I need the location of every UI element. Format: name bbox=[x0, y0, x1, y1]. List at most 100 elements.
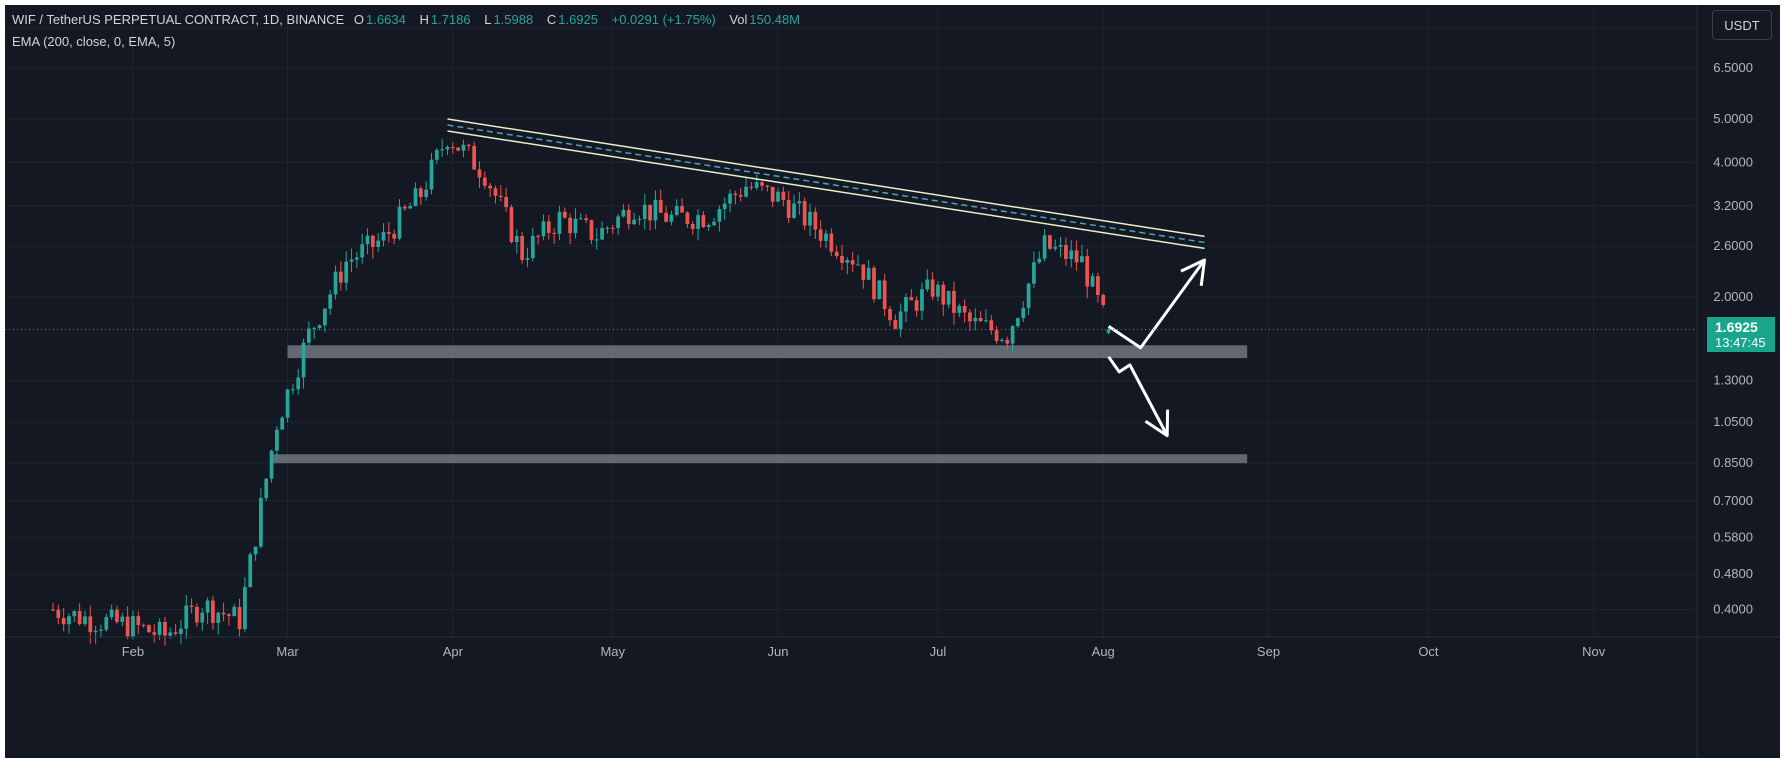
candle-body bbox=[952, 290, 956, 313]
price-tick-label: 0.7000 bbox=[1713, 493, 1753, 508]
currency-button[interactable]: USDT bbox=[1712, 10, 1772, 40]
candle-body bbox=[781, 191, 786, 200]
candle-body bbox=[557, 211, 562, 234]
price-tick-label: 0.5800 bbox=[1713, 529, 1753, 544]
resistance-trendline[interactable] bbox=[447, 118, 1205, 250]
time-tick-label: Aug bbox=[1092, 644, 1115, 659]
scenario-arrows[interactable] bbox=[1107, 258, 1206, 438]
open-value: 1.6634 bbox=[366, 12, 406, 27]
candle-body bbox=[243, 586, 247, 630]
grid-lines bbox=[5, 5, 1695, 637]
candle-body bbox=[610, 227, 615, 229]
candle-body bbox=[706, 225, 711, 228]
candle-body bbox=[637, 219, 642, 221]
price-tick-label: 1.3000 bbox=[1713, 373, 1753, 388]
candle-body bbox=[456, 147, 461, 151]
candle-body bbox=[189, 605, 194, 607]
candle-body bbox=[514, 236, 519, 243]
trendline-lower bbox=[447, 130, 1205, 250]
candle-body bbox=[1058, 245, 1063, 247]
chart-canvas[interactable]: 8.00006.50005.00004.00003.20002.60002.00… bbox=[5, 5, 1780, 758]
candle-body bbox=[99, 629, 103, 631]
candle-body bbox=[733, 193, 738, 196]
candle-body bbox=[173, 632, 178, 634]
candle-body bbox=[168, 632, 173, 636]
candle-body bbox=[1074, 250, 1079, 263]
candle-body bbox=[829, 233, 834, 252]
candle-body bbox=[205, 600, 210, 613]
time-tick-label: Nov bbox=[1582, 644, 1606, 659]
bearish-arrow-head bbox=[1144, 409, 1170, 438]
candle-body bbox=[600, 227, 604, 240]
candle-body bbox=[291, 389, 295, 391]
candle-body bbox=[946, 290, 951, 305]
candle-body bbox=[845, 260, 850, 263]
candle-body bbox=[93, 630, 98, 633]
time-tick-label: Jul bbox=[930, 644, 947, 659]
candle-body bbox=[562, 211, 567, 218]
candle-body bbox=[701, 215, 706, 228]
candle-body bbox=[722, 203, 727, 210]
price-tick-label: 6.5000 bbox=[1713, 60, 1753, 75]
candle-body bbox=[1096, 276, 1100, 295]
price-axis[interactable]: 8.00006.50005.00004.00003.20002.60002.00… bbox=[1696, 5, 1753, 758]
candle-body bbox=[1090, 276, 1095, 287]
volume-key: Vol bbox=[729, 12, 748, 27]
candle-body bbox=[1037, 258, 1042, 263]
price-tick-label: 2.0000 bbox=[1713, 289, 1753, 304]
symbol-title[interactable]: WIF / TetherUS PERPETUAL CONTRACT, 1D, B… bbox=[12, 12, 345, 27]
bullish-arrow-head bbox=[1180, 258, 1206, 286]
candle-body bbox=[440, 149, 445, 151]
candle-body bbox=[61, 618, 66, 625]
candle-series bbox=[51, 139, 1111, 646]
candle-body bbox=[200, 612, 205, 623]
candle-body bbox=[813, 211, 818, 230]
candle-body bbox=[296, 377, 301, 390]
candle-body bbox=[626, 209, 631, 225]
high-value: 1.7186 bbox=[430, 12, 471, 27]
time-tick-label: May bbox=[600, 644, 625, 659]
candle-body bbox=[978, 317, 983, 322]
high-key: H bbox=[419, 12, 429, 27]
candle-body bbox=[131, 616, 135, 637]
candle-body bbox=[51, 609, 55, 611]
candle-body bbox=[125, 616, 130, 637]
time-axis[interactable]: Feb Mar Apr May Jun Jul Aug Sep Oct Nov bbox=[5, 636, 1780, 659]
candle-body bbox=[738, 195, 743, 197]
price-tick-label: 5.0000 bbox=[1713, 111, 1753, 126]
candle-body bbox=[770, 186, 775, 202]
open-key: O bbox=[353, 12, 365, 27]
candle-body bbox=[360, 244, 365, 258]
candle-body bbox=[658, 199, 663, 213]
low-value: 1.5988 bbox=[493, 12, 534, 27]
candle-body bbox=[232, 606, 237, 617]
price-tick-label: 0.4000 bbox=[1713, 602, 1753, 617]
candle-body bbox=[1053, 246, 1058, 249]
candle-body bbox=[616, 216, 620, 228]
candle-body bbox=[147, 625, 151, 633]
candle-body bbox=[994, 330, 999, 341]
bearish-arrow bbox=[1107, 355, 1169, 437]
candle-body bbox=[280, 417, 285, 430]
current-price-label: 1.6925 13:47:45 bbox=[1707, 317, 1775, 353]
price-tick-label: 4.0000 bbox=[1713, 154, 1753, 169]
candle-body bbox=[461, 144, 466, 151]
time-tick-label: Sep bbox=[1257, 644, 1280, 659]
candle-body bbox=[834, 251, 839, 257]
candle-body bbox=[872, 267, 876, 300]
candle-body bbox=[392, 233, 397, 239]
price-tick-label: 0.4800 bbox=[1713, 566, 1753, 581]
candle-body bbox=[546, 221, 551, 233]
candle-body bbox=[898, 311, 903, 329]
candle-body bbox=[253, 546, 258, 555]
ema-indicator-label[interactable]: EMA (200, close, 0, EMA, 5) bbox=[12, 34, 176, 49]
candle-body bbox=[466, 144, 471, 146]
chart-pane[interactable]: 8.00006.50005.00004.00003.20002.60002.00… bbox=[5, 5, 1780, 758]
time-tick-label: Apr bbox=[443, 644, 464, 659]
candle-body bbox=[227, 614, 231, 617]
price-tick-label: 3.2000 bbox=[1713, 198, 1753, 213]
candle-body bbox=[882, 280, 887, 310]
price-tick-label: 2.6000 bbox=[1713, 238, 1753, 253]
candle-body bbox=[893, 320, 898, 329]
